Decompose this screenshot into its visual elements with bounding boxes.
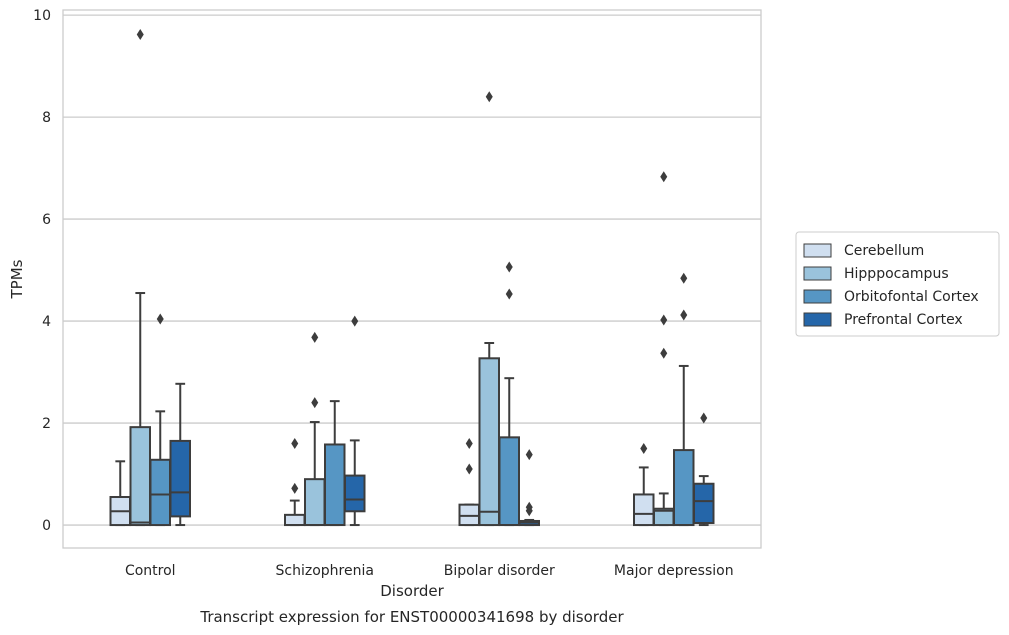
box-plot-orbitofontal-cortex — [673, 272, 695, 527]
legend-entry: Prefrontal Cortex — [844, 312, 963, 328]
outlier-point — [660, 347, 668, 359]
box — [673, 449, 695, 527]
outlier-point — [465, 463, 473, 475]
outlier-point — [525, 501, 533, 513]
outlier-point — [311, 331, 319, 343]
box-plot-marks — [109, 28, 715, 527]
y-tick-label: 10 — [33, 8, 51, 24]
outlier-point — [700, 412, 708, 424]
legend-entry: Cerebellum — [844, 243, 924, 259]
box-plot-hipppocampus — [304, 331, 326, 527]
box-plot-prefrontal-cortex — [693, 412, 715, 527]
y-tick-label: 4 — [42, 314, 51, 330]
box-plot-orbitofontal-cortex — [324, 400, 346, 527]
box — [324, 443, 346, 527]
outlier-point — [485, 91, 493, 103]
box-plot-orbitofontal-cortex — [149, 313, 171, 527]
plot-frame — [62, 9, 762, 549]
legend-entry: Orbitofontal Cortex — [844, 289, 979, 305]
outlier-point — [156, 313, 164, 325]
box — [633, 493, 655, 527]
y-tick-label: 0 — [42, 518, 51, 534]
box — [149, 458, 171, 527]
legend-swatch — [803, 312, 832, 327]
outlier-point — [660, 314, 668, 326]
x-axis-label: Disorder — [380, 582, 444, 600]
x-tick-label: Bipolar disorder — [444, 563, 555, 579]
box-plot-prefrontal-cortex — [169, 382, 191, 527]
box-plot-cerebellum — [458, 437, 480, 527]
box-plot-prefrontal-cortex — [518, 449, 540, 527]
y-axis-label: TPMs — [8, 259, 26, 299]
box — [458, 503, 480, 527]
box-plot-cerebellum — [633, 443, 655, 527]
box — [478, 357, 500, 527]
y-tick-label: 8 — [42, 110, 51, 126]
y-tick-label: 6 — [42, 212, 51, 228]
outlier-point — [311, 397, 319, 409]
legend: Cerebellum Hipppocampus Orbitofontal Corte… — [795, 231, 1000, 337]
box-plot-hipppocampus — [129, 28, 151, 527]
x-axis: Control Schizophrenia Bipolar disorder Majo… — [125, 563, 734, 579]
outlier-point — [465, 437, 473, 449]
outlier-point — [680, 272, 688, 284]
legend-swatch — [803, 266, 832, 281]
y-tick-label: 2 — [42, 416, 51, 432]
x-tick-label: Schizophrenia — [276, 563, 374, 579]
outlier-point — [505, 261, 513, 273]
box-plot-prefrontal-cortex — [344, 315, 366, 527]
chart-caption: Transcript expression for ENST0000034169… — [199, 608, 624, 626]
outlier-point — [291, 437, 299, 449]
box — [304, 478, 326, 527]
outlier-point — [640, 443, 648, 455]
outlier-point — [505, 288, 513, 300]
box — [498, 436, 520, 527]
outlier-point — [136, 28, 144, 40]
gridlines — [63, 14, 761, 526]
box — [693, 482, 715, 525]
box-plot-cerebellum — [284, 437, 306, 527]
outlier-point — [351, 315, 359, 327]
legend-frame — [795, 231, 1000, 337]
box-plot-cerebellum — [109, 460, 131, 527]
legend-swatch — [803, 289, 832, 304]
box-plot-orbitofontal-cortex — [498, 261, 520, 527]
y-axis: 0 2 4 6 8 10 — [33, 8, 51, 534]
outlier-point — [680, 309, 688, 321]
x-tick-label: Major depression — [614, 563, 734, 579]
box — [344, 474, 366, 513]
legend-entry: Hipppocampus — [844, 266, 949, 282]
box-plot-hipppocampus — [653, 171, 675, 527]
x-tick-label: Control — [125, 563, 176, 579]
outlier-point — [660, 171, 668, 183]
outlier-point — [291, 482, 299, 494]
box — [129, 426, 151, 527]
legend-swatch — [803, 243, 832, 258]
box — [284, 513, 306, 527]
box-plot-hipppocampus — [478, 91, 500, 527]
outlier-point — [525, 449, 533, 461]
box — [169, 439, 191, 518]
